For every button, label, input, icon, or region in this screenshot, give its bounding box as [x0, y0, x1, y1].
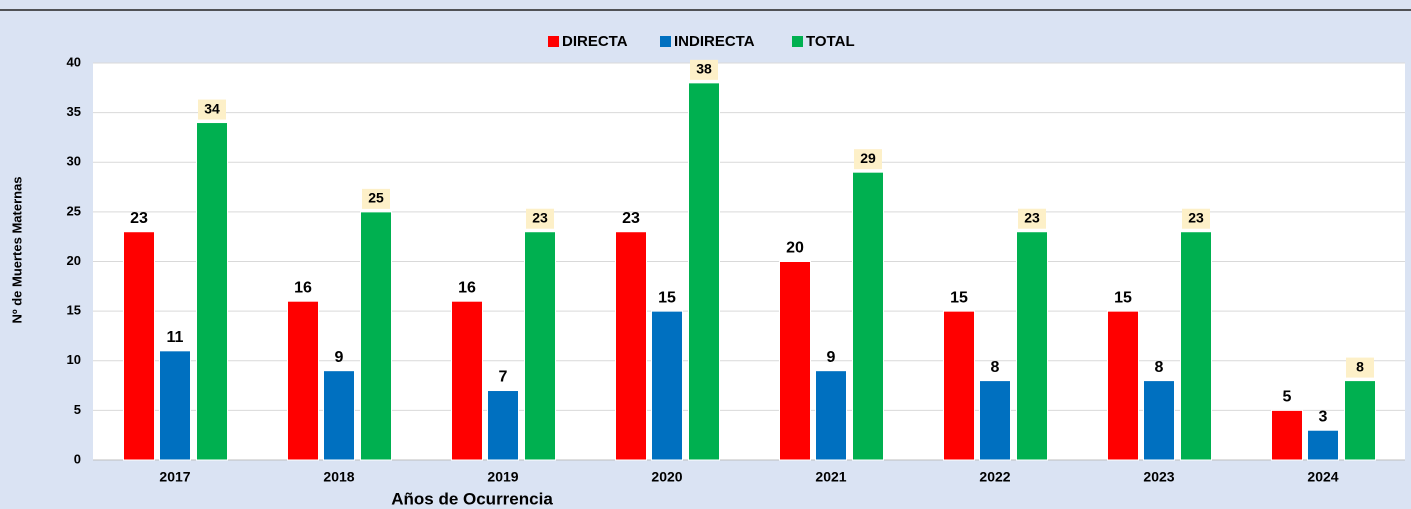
value-label: 16 — [294, 279, 312, 296]
value-label: 38 — [696, 61, 712, 77]
bar — [524, 231, 556, 461]
value-label-bg — [1018, 208, 1046, 229]
y-axis-label: Nº de Muertes Maternas — [9, 176, 24, 323]
y-tick-label: 0 — [74, 451, 81, 466]
bar — [487, 390, 519, 461]
value-label-bg — [526, 208, 554, 229]
value-label: 11 — [167, 329, 184, 346]
y-tick-label: 30 — [67, 154, 81, 169]
value-label: 15 — [658, 289, 676, 306]
y-tick-label: 15 — [67, 303, 81, 318]
value-label: 25 — [368, 190, 384, 206]
value-label: 15 — [950, 289, 968, 306]
y-tick-label: 25 — [67, 203, 81, 218]
bar — [1344, 380, 1376, 461]
value-label: 8 — [1155, 359, 1164, 376]
y-tick-label: 20 — [67, 253, 81, 268]
value-label: 8 — [1356, 358, 1364, 374]
legend-label: TOTAL — [806, 33, 855, 50]
bar — [451, 300, 483, 461]
bar — [979, 380, 1011, 461]
value-label: 34 — [204, 100, 220, 116]
bar — [779, 261, 811, 461]
x-tick-label: 2020 — [651, 469, 682, 485]
bar — [688, 82, 720, 461]
x-tick-label: 2017 — [159, 469, 190, 485]
bar — [123, 231, 155, 461]
bar — [852, 171, 884, 461]
y-tick-label: 5 — [74, 402, 81, 417]
value-label: 8 — [991, 359, 1000, 376]
bar — [1107, 310, 1139, 461]
legend-swatch — [792, 36, 803, 47]
x-tick-label: 2019 — [487, 469, 518, 485]
value-label: 29 — [860, 150, 876, 166]
legend-label: DIRECTA — [562, 33, 628, 50]
y-tick-label: 35 — [67, 104, 81, 119]
value-label-bg — [690, 59, 718, 80]
value-label: 5 — [1283, 389, 1292, 406]
bar — [287, 300, 319, 461]
value-label: 23 — [1188, 209, 1204, 225]
x-tick-label: 2024 — [1307, 469, 1338, 485]
x-tick-label: 2021 — [815, 469, 846, 485]
bar — [1016, 231, 1048, 461]
legend-swatch — [660, 36, 671, 47]
value-label: 3 — [1319, 408, 1328, 425]
bar — [615, 231, 647, 461]
value-label-bg — [198, 99, 226, 120]
bar — [1307, 429, 1339, 461]
value-label-bg — [854, 149, 882, 170]
value-label-bg — [362, 188, 390, 209]
value-label: 23 — [532, 209, 548, 225]
value-label-bg — [1182, 208, 1210, 229]
bar — [815, 370, 847, 461]
bar — [360, 211, 392, 461]
x-tick-label: 2023 — [1143, 469, 1174, 485]
bar — [1180, 231, 1212, 461]
value-label: 9 — [827, 349, 836, 366]
legend-swatch — [548, 36, 559, 47]
bar — [651, 310, 683, 461]
value-label: 15 — [1114, 289, 1132, 306]
x-tick-label: 2018 — [323, 469, 354, 485]
value-label: 23 — [1024, 209, 1040, 225]
bar — [1143, 380, 1175, 461]
bar — [1271, 409, 1303, 461]
value-label: 23 — [130, 210, 148, 227]
x-tick-label: 2022 — [979, 469, 1010, 485]
legend-label: INDIRECTA — [674, 33, 755, 50]
value-label-bg — [1346, 357, 1374, 378]
bar — [943, 310, 975, 461]
value-label: 20 — [786, 240, 804, 257]
y-tick-label: 40 — [67, 54, 81, 69]
x-axis-label: Años de Ocurrencia — [391, 489, 553, 508]
bar — [159, 350, 191, 461]
value-label: 23 — [622, 210, 640, 227]
y-tick-label: 10 — [67, 352, 81, 367]
value-label: 16 — [458, 279, 476, 296]
bar — [196, 122, 228, 461]
value-label: 9 — [335, 349, 344, 366]
value-label: 7 — [499, 369, 508, 386]
bar — [323, 370, 355, 461]
